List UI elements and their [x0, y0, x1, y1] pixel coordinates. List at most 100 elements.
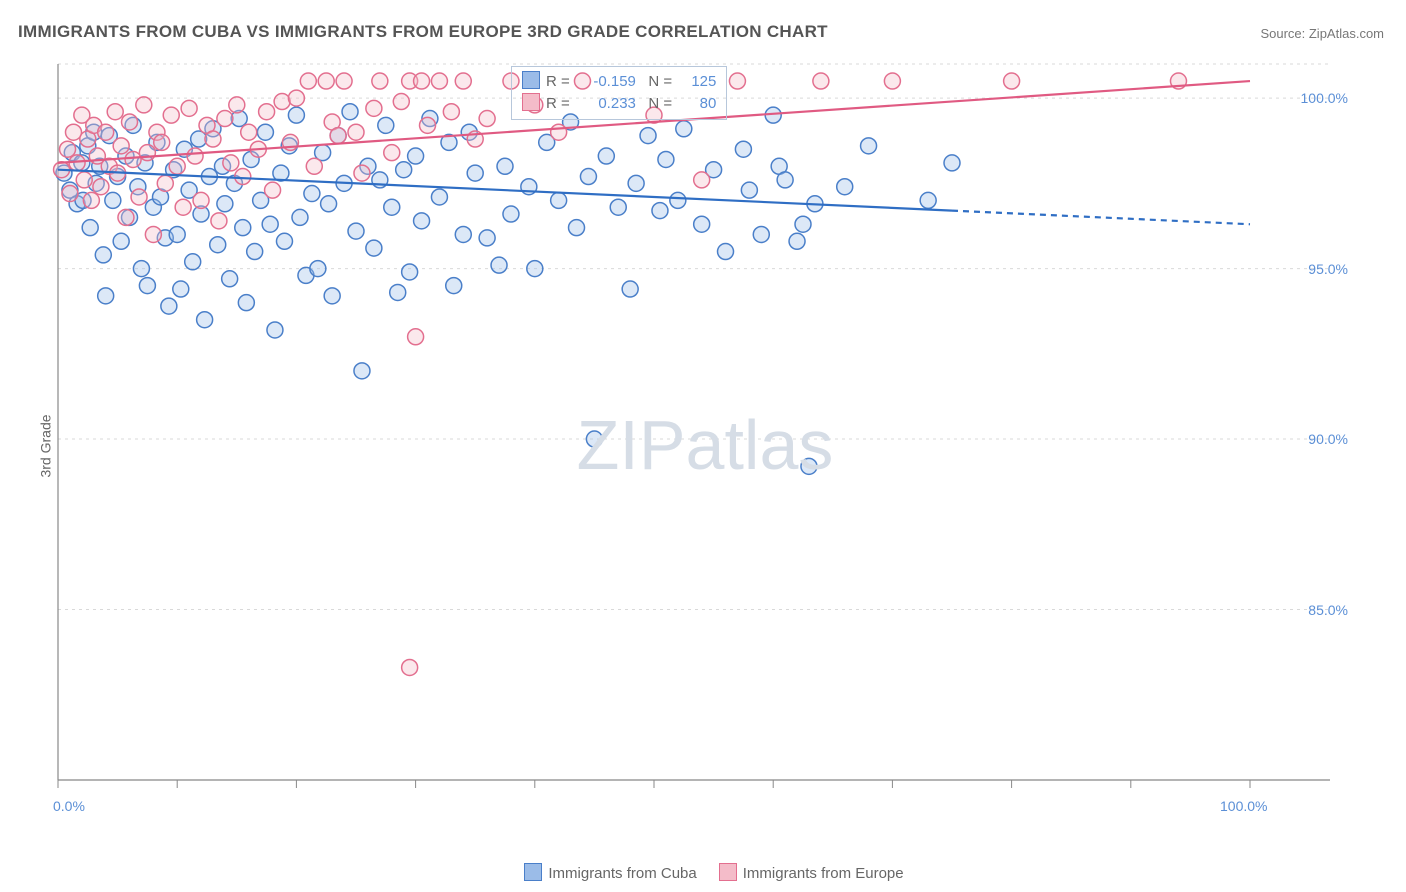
point-cuba — [598, 148, 614, 164]
point-cuba — [210, 237, 226, 253]
point-cuba — [384, 199, 400, 215]
point-europe — [336, 73, 352, 89]
point-cuba — [944, 155, 960, 171]
point-cuba — [741, 182, 757, 198]
point-europe — [235, 169, 251, 185]
point-cuba — [527, 261, 543, 277]
point-cuba — [238, 295, 254, 311]
point-europe — [479, 111, 495, 127]
point-cuba — [98, 288, 114, 304]
point-cuba — [431, 189, 447, 205]
legend-label-europe: Immigrants from Europe — [743, 865, 904, 882]
point-europe — [157, 175, 173, 191]
point-cuba — [267, 322, 283, 338]
point-cuba — [414, 213, 430, 229]
point-cuba — [658, 151, 674, 167]
plot-svg — [50, 60, 1360, 830]
point-europe — [211, 213, 227, 229]
point-europe — [175, 199, 191, 215]
point-cuba — [837, 179, 853, 195]
point-europe — [443, 104, 459, 120]
point-cuba — [479, 230, 495, 246]
point-cuba — [288, 107, 304, 123]
point-europe — [65, 124, 81, 140]
point-cuba — [446, 278, 462, 294]
legend-row-cuba: R = -0.159 N = 125 — [522, 71, 716, 93]
legend-swatch — [522, 93, 540, 111]
y-tick-label: 100.0% — [1301, 90, 1348, 106]
point-cuba — [497, 158, 513, 174]
bottom-legend: Immigrants from Cuba Immigrants from Euro… — [0, 863, 1406, 882]
point-europe — [330, 128, 346, 144]
point-cuba — [366, 240, 382, 256]
point-cuba — [491, 257, 507, 273]
point-europe — [1004, 73, 1020, 89]
y-tick-label: 85.0% — [1308, 602, 1348, 618]
point-cuba — [113, 233, 129, 249]
scatter-plot: ZIPatlas R = -0.159 N = 125R = 0.233 N =… — [50, 60, 1360, 830]
point-europe — [694, 172, 710, 188]
point-cuba — [105, 192, 121, 208]
legend-n-label: N = — [648, 73, 676, 90]
x-tick-label: 100.0% — [1220, 798, 1267, 814]
point-cuba — [348, 223, 364, 239]
point-europe — [163, 107, 179, 123]
point-cuba — [622, 281, 638, 297]
point-europe — [408, 329, 424, 345]
y-tick-label: 90.0% — [1308, 431, 1348, 447]
point-europe — [372, 73, 388, 89]
point-cuba — [920, 192, 936, 208]
point-cuba — [95, 247, 111, 263]
point-cuba — [610, 199, 626, 215]
point-cuba — [580, 169, 596, 185]
point-cuba — [222, 271, 238, 287]
point-cuba — [197, 312, 213, 328]
point-europe — [318, 73, 334, 89]
point-cuba — [628, 175, 644, 191]
point-cuba — [801, 458, 817, 474]
point-cuba — [217, 196, 233, 212]
point-cuba — [586, 431, 602, 447]
point-cuba — [133, 261, 149, 277]
point-europe — [139, 145, 155, 161]
point-cuba — [777, 172, 793, 188]
legend-r-label: R = — [546, 95, 574, 112]
point-europe — [354, 165, 370, 181]
point-europe — [223, 155, 239, 171]
point-cuba — [292, 209, 308, 225]
point-europe — [229, 97, 245, 113]
point-europe — [169, 158, 185, 174]
legend-swatch — [522, 71, 540, 89]
point-cuba — [390, 284, 406, 300]
legend-label-cuba: Immigrants from Cuba — [548, 865, 696, 882]
point-europe — [288, 90, 304, 106]
point-cuba — [139, 278, 155, 294]
point-cuba — [670, 192, 686, 208]
point-cuba — [161, 298, 177, 314]
point-cuba — [694, 216, 710, 232]
point-europe — [62, 186, 78, 202]
point-europe — [241, 124, 257, 140]
point-cuba — [169, 226, 185, 242]
point-europe — [107, 104, 123, 120]
point-cuba — [321, 196, 337, 212]
point-europe — [131, 189, 147, 205]
x-tick-label: 0.0% — [53, 798, 85, 814]
point-cuba — [467, 165, 483, 181]
legend-n-value: 125 — [676, 71, 716, 93]
point-europe — [125, 151, 141, 167]
point-europe — [420, 117, 436, 133]
point-europe — [181, 100, 197, 116]
point-europe — [813, 73, 829, 89]
point-europe — [136, 97, 152, 113]
point-europe — [193, 192, 209, 208]
point-europe — [145, 226, 161, 242]
point-europe — [76, 172, 92, 188]
point-cuba — [396, 162, 412, 178]
point-cuba — [551, 192, 567, 208]
point-europe — [118, 209, 134, 225]
point-europe — [402, 659, 418, 675]
point-cuba — [753, 226, 769, 242]
point-europe — [83, 192, 99, 208]
point-cuba — [795, 216, 811, 232]
